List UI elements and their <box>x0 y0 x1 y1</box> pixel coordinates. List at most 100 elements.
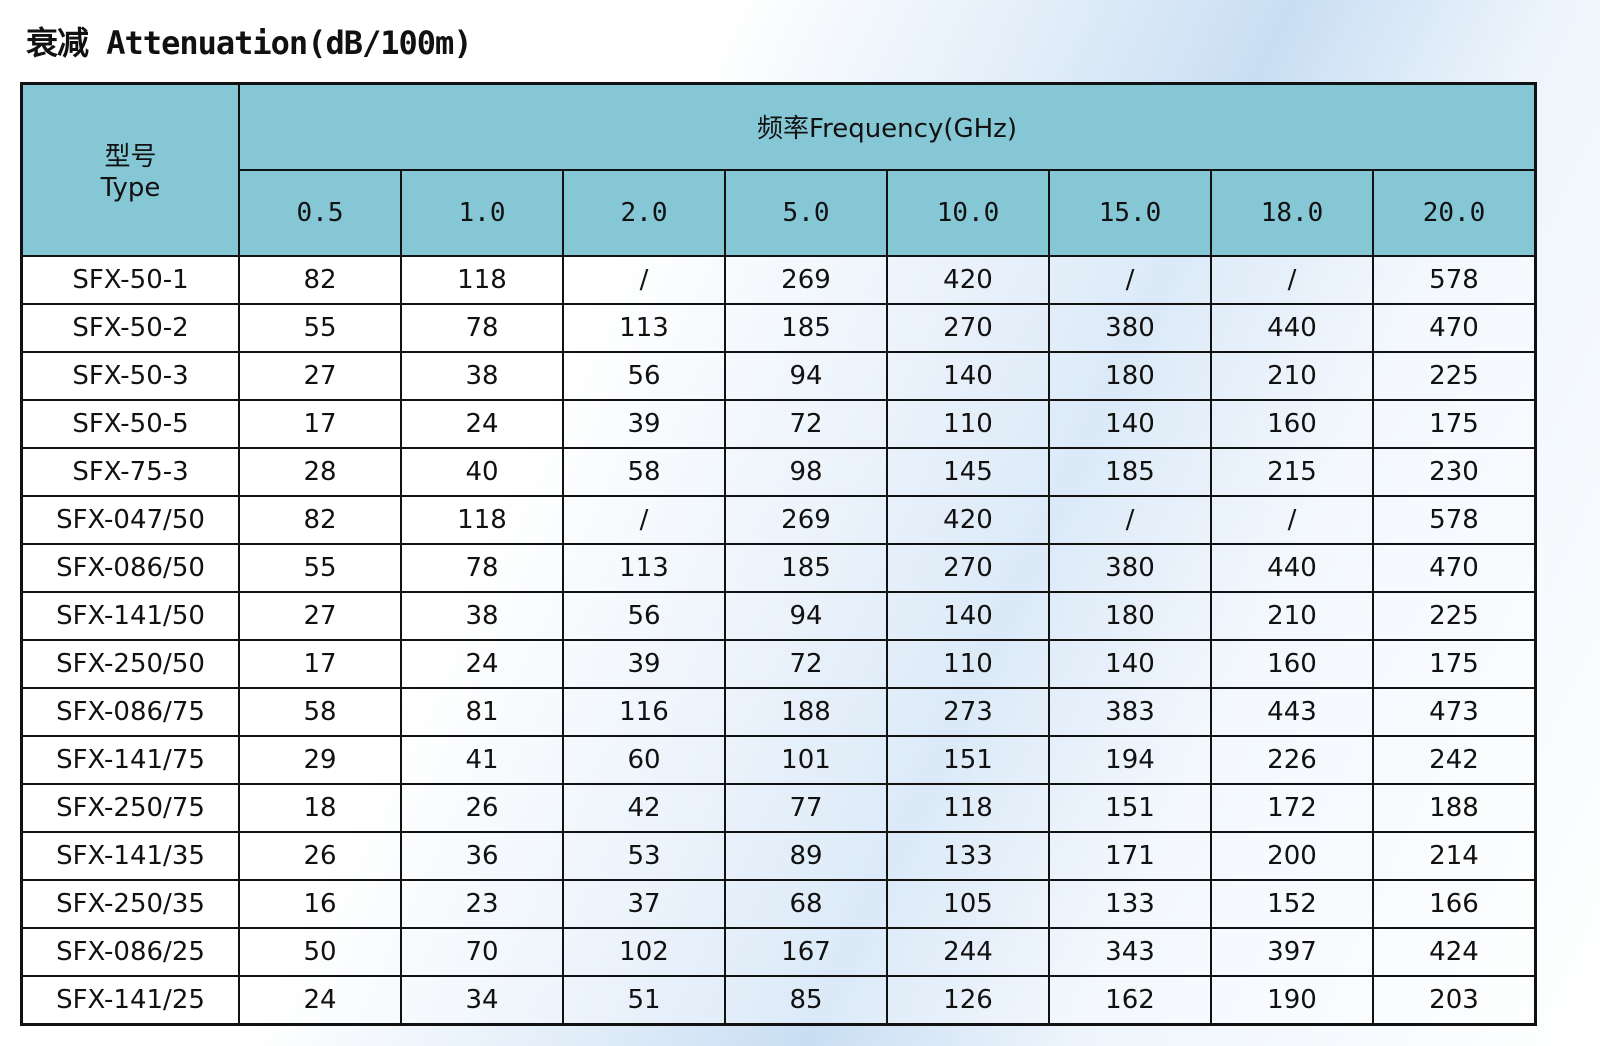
value-cell: 440 <box>1210 542 1374 593</box>
data-row: SFX-75-3 28 40 58 98 145 185 215 230 <box>20 446 1537 497</box>
value-cell: 24 <box>238 974 402 1025</box>
value-cell: / <box>1210 494 1374 545</box>
value-cell: 126 <box>886 974 1050 1025</box>
value-cell: 118 <box>400 254 564 305</box>
type-cell: SFX-50-5 <box>20 398 240 449</box>
value-cell: / <box>562 494 726 545</box>
value-cell: 78 <box>400 302 564 353</box>
value-cell: 225 <box>1372 590 1537 641</box>
value-cell: 24 <box>400 638 564 689</box>
value-cell: 56 <box>562 590 726 641</box>
value-cell: 28 <box>238 446 402 497</box>
value-cell: / <box>1210 254 1374 305</box>
value-cell: 210 <box>1210 590 1374 641</box>
header-row: 型号 Type 频率Frequency(GHz) <box>20 82 1537 257</box>
value-cell: 578 <box>1372 254 1537 305</box>
data-row: SFX-141/50 27 38 56 94 140 180 210 225 <box>20 590 1537 641</box>
value-cell: 175 <box>1372 638 1537 689</box>
value-cell: 180 <box>1048 350 1212 401</box>
value-cell: 270 <box>886 542 1050 593</box>
type-cell: SFX-086/75 <box>20 686 240 737</box>
value-cell: 140 <box>1048 638 1212 689</box>
value-cell: 82 <box>238 254 402 305</box>
value-cell: 470 <box>1372 302 1537 353</box>
value-cell: / <box>562 254 726 305</box>
data-row: SFX-250/75 18 26 42 77 118 151 172 188 <box>20 782 1537 833</box>
value-cell: 145 <box>886 446 1050 497</box>
value-cell: 53 <box>562 830 726 881</box>
value-cell: 200 <box>1210 830 1374 881</box>
type-cell: SFX-50-2 <box>20 302 240 353</box>
value-cell: 185 <box>1048 446 1212 497</box>
type-cell: SFX-50-1 <box>20 254 240 305</box>
value-cell: 185 <box>724 542 888 593</box>
data-row: SFX-50-3 27 38 56 94 140 180 210 225 <box>20 350 1537 401</box>
value-cell: 226 <box>1210 734 1374 785</box>
type-cell: SFX-141/75 <box>20 734 240 785</box>
value-cell: 230 <box>1372 446 1537 497</box>
frequency-column: 0.5 <box>238 168 402 257</box>
value-cell: 151 <box>886 734 1050 785</box>
value-cell: 160 <box>1210 398 1374 449</box>
value-cell: 269 <box>724 494 888 545</box>
value-cell: 343 <box>1048 926 1212 977</box>
value-cell: 180 <box>1048 590 1212 641</box>
type-cell: SFX-250/50 <box>20 638 240 689</box>
value-cell: 420 <box>886 494 1050 545</box>
type-header-cn: 型号 <box>104 142 157 173</box>
value-cell: 578 <box>1372 494 1537 545</box>
value-cell: 151 <box>1048 782 1212 833</box>
value-cell: 23 <box>400 878 564 929</box>
value-cell: 118 <box>886 782 1050 833</box>
value-cell: 225 <box>1372 350 1537 401</box>
value-cell: 17 <box>238 398 402 449</box>
type-cell: SFX-141/35 <box>20 830 240 881</box>
value-cell: 39 <box>562 638 726 689</box>
data-row: SFX-047/50 82 118/269 420//578 <box>20 494 1537 545</box>
value-cell: 34 <box>400 974 564 1025</box>
value-cell: 188 <box>1372 782 1537 833</box>
value-cell: 85 <box>724 974 888 1025</box>
value-cell: 244 <box>886 926 1050 977</box>
data-row: SFX-086/75 58 81 116 188 273 383 443 473 <box>20 686 1537 737</box>
table-head: 型号 Type 频率Frequency(GHz) 0.5 1.0 2.0 5.0 10.… <box>20 82 1537 257</box>
value-cell: 38 <box>400 590 564 641</box>
value-cell: 70 <box>400 926 564 977</box>
value-cell: 37 <box>562 878 726 929</box>
value-cell: / <box>1048 494 1212 545</box>
value-cell: 160 <box>1210 638 1374 689</box>
value-cell: 210 <box>1210 350 1374 401</box>
value-cell: 242 <box>1372 734 1537 785</box>
type-cell: SFX-141/50 <box>20 590 240 641</box>
value-cell: / <box>1048 254 1212 305</box>
value-cell: 81 <box>400 686 564 737</box>
value-cell: 162 <box>1048 974 1212 1025</box>
value-cell: 24 <box>400 398 564 449</box>
value-cell: 41 <box>400 734 564 785</box>
frequency-column: 1.0 <box>400 168 564 257</box>
table-body: SFX-50-1 82 118/269 420//578 SFX-50-2 55 78 113… <box>20 254 1537 1025</box>
value-cell: 60 <box>562 734 726 785</box>
value-cell: 26 <box>238 830 402 881</box>
value-cell: 72 <box>724 398 888 449</box>
value-cell: 190 <box>1210 974 1374 1025</box>
value-cell: 113 <box>562 302 726 353</box>
value-cell: 39 <box>562 398 726 449</box>
frequency-row: 0.5 1.0 2.0 5.0 10.0 15.0 18.0 20.0 <box>22 168 1537 257</box>
value-cell: 27 <box>238 350 402 401</box>
value-cell: 215 <box>1210 446 1374 497</box>
value-cell: 110 <box>886 398 1050 449</box>
value-cell: 56 <box>562 350 726 401</box>
value-cell: 273 <box>886 686 1050 737</box>
value-cell: 77 <box>724 782 888 833</box>
value-cell: 470 <box>1372 542 1537 593</box>
value-cell: 89 <box>724 830 888 881</box>
value-cell: 473 <box>1372 686 1537 737</box>
frequency-column: 5.0 <box>724 168 888 257</box>
value-cell: 188 <box>724 686 888 737</box>
data-row: SFX-250/50 17 24 39 72 110 140 160 175 <box>20 638 1537 689</box>
type-cell: SFX-50-3 <box>20 350 240 401</box>
value-cell: 194 <box>1048 734 1212 785</box>
value-cell: 101 <box>724 734 888 785</box>
data-row: SFX-50-2 55 78 113 185 270 380 440 470 <box>20 302 1537 353</box>
